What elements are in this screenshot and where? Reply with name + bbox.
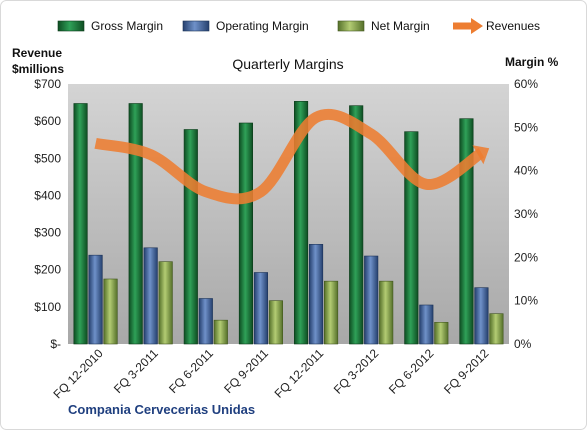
right-axis-title: Margin % [505,55,559,69]
operating-margin-bar [253,272,268,345]
left-axis-title-revenue: Revenue [12,46,62,60]
left-tick-label: $100 [34,300,61,314]
right-tick-label: 20% [514,250,538,264]
left-axis-title-millions: $millions [12,62,64,76]
left-tick-label: $400 [34,188,61,202]
net-margin-bar [379,280,394,345]
net-margin-bar [434,322,449,345]
legend-swatch-net-margin [337,20,365,32]
operating-margin-bar [88,254,103,345]
gross-margin-bar [238,122,253,345]
gross-margin-bar [294,101,309,345]
net-margin-bar [268,300,283,345]
revenue-line [94,108,490,205]
right-tick-label: 50% [514,120,538,134]
net-margin-bar [103,278,118,345]
operating-margin-bar [309,244,324,345]
operating-margin-bar [198,298,213,345]
left-axis: $- $100 $200 $300 $400 $500 $600 $700 [34,77,61,351]
legend-swatch-operating-margin [182,20,210,32]
gross-margin-bar [349,105,364,345]
left-tick-label: $500 [34,151,61,165]
net-margin-bar [158,261,173,345]
gross-margin-bar [459,118,474,345]
net-margin-bar [489,313,504,345]
revenues-line-arrowhead [472,145,490,165]
right-tick-label: 40% [514,164,538,178]
legend: Gross Margin Operating Margin Net Margin Re… [57,18,540,34]
operating-margin-bar [419,304,434,345]
gross-margin-bar [128,103,143,345]
legend-label-gross-margin: Gross Margin [91,19,163,33]
left-tick-label: $300 [34,226,61,240]
net-margin-bar [213,319,228,345]
legend-swatch-revenues-arrowhead [471,18,483,34]
right-tick-label: 0% [514,337,532,351]
left-tick-label: $200 [34,263,61,277]
right-axis: 0% 10% 20% 30% 40% 50% 60% [514,77,538,351]
legend-label-revenues: Revenues [486,19,540,33]
bars [73,101,504,345]
operating-margin-bar [364,255,379,345]
right-tick-label: 30% [514,207,538,221]
left-tick-label: $- [50,337,61,351]
revenues-line [94,108,485,205]
left-tick-label: $600 [34,114,61,128]
net-margin-bar [324,280,339,345]
legend-label-net-margin: Net Margin [371,19,430,33]
gross-margin-bar [183,129,198,345]
left-tick-label: $700 [34,77,61,91]
gross-margin-bar [73,103,88,345]
chart-title: Quarterly Margins [232,56,343,72]
right-tick-label: 60% [514,77,538,91]
operating-margin-bar [474,287,489,345]
right-tick-label: 10% [514,294,538,308]
company-name: Compania Cervecerias Unidas [68,402,255,417]
legend-label-operating-margin: Operating Margin [216,19,309,33]
legend-swatch-gross-margin [57,20,85,32]
operating-margin-bar [143,247,158,345]
